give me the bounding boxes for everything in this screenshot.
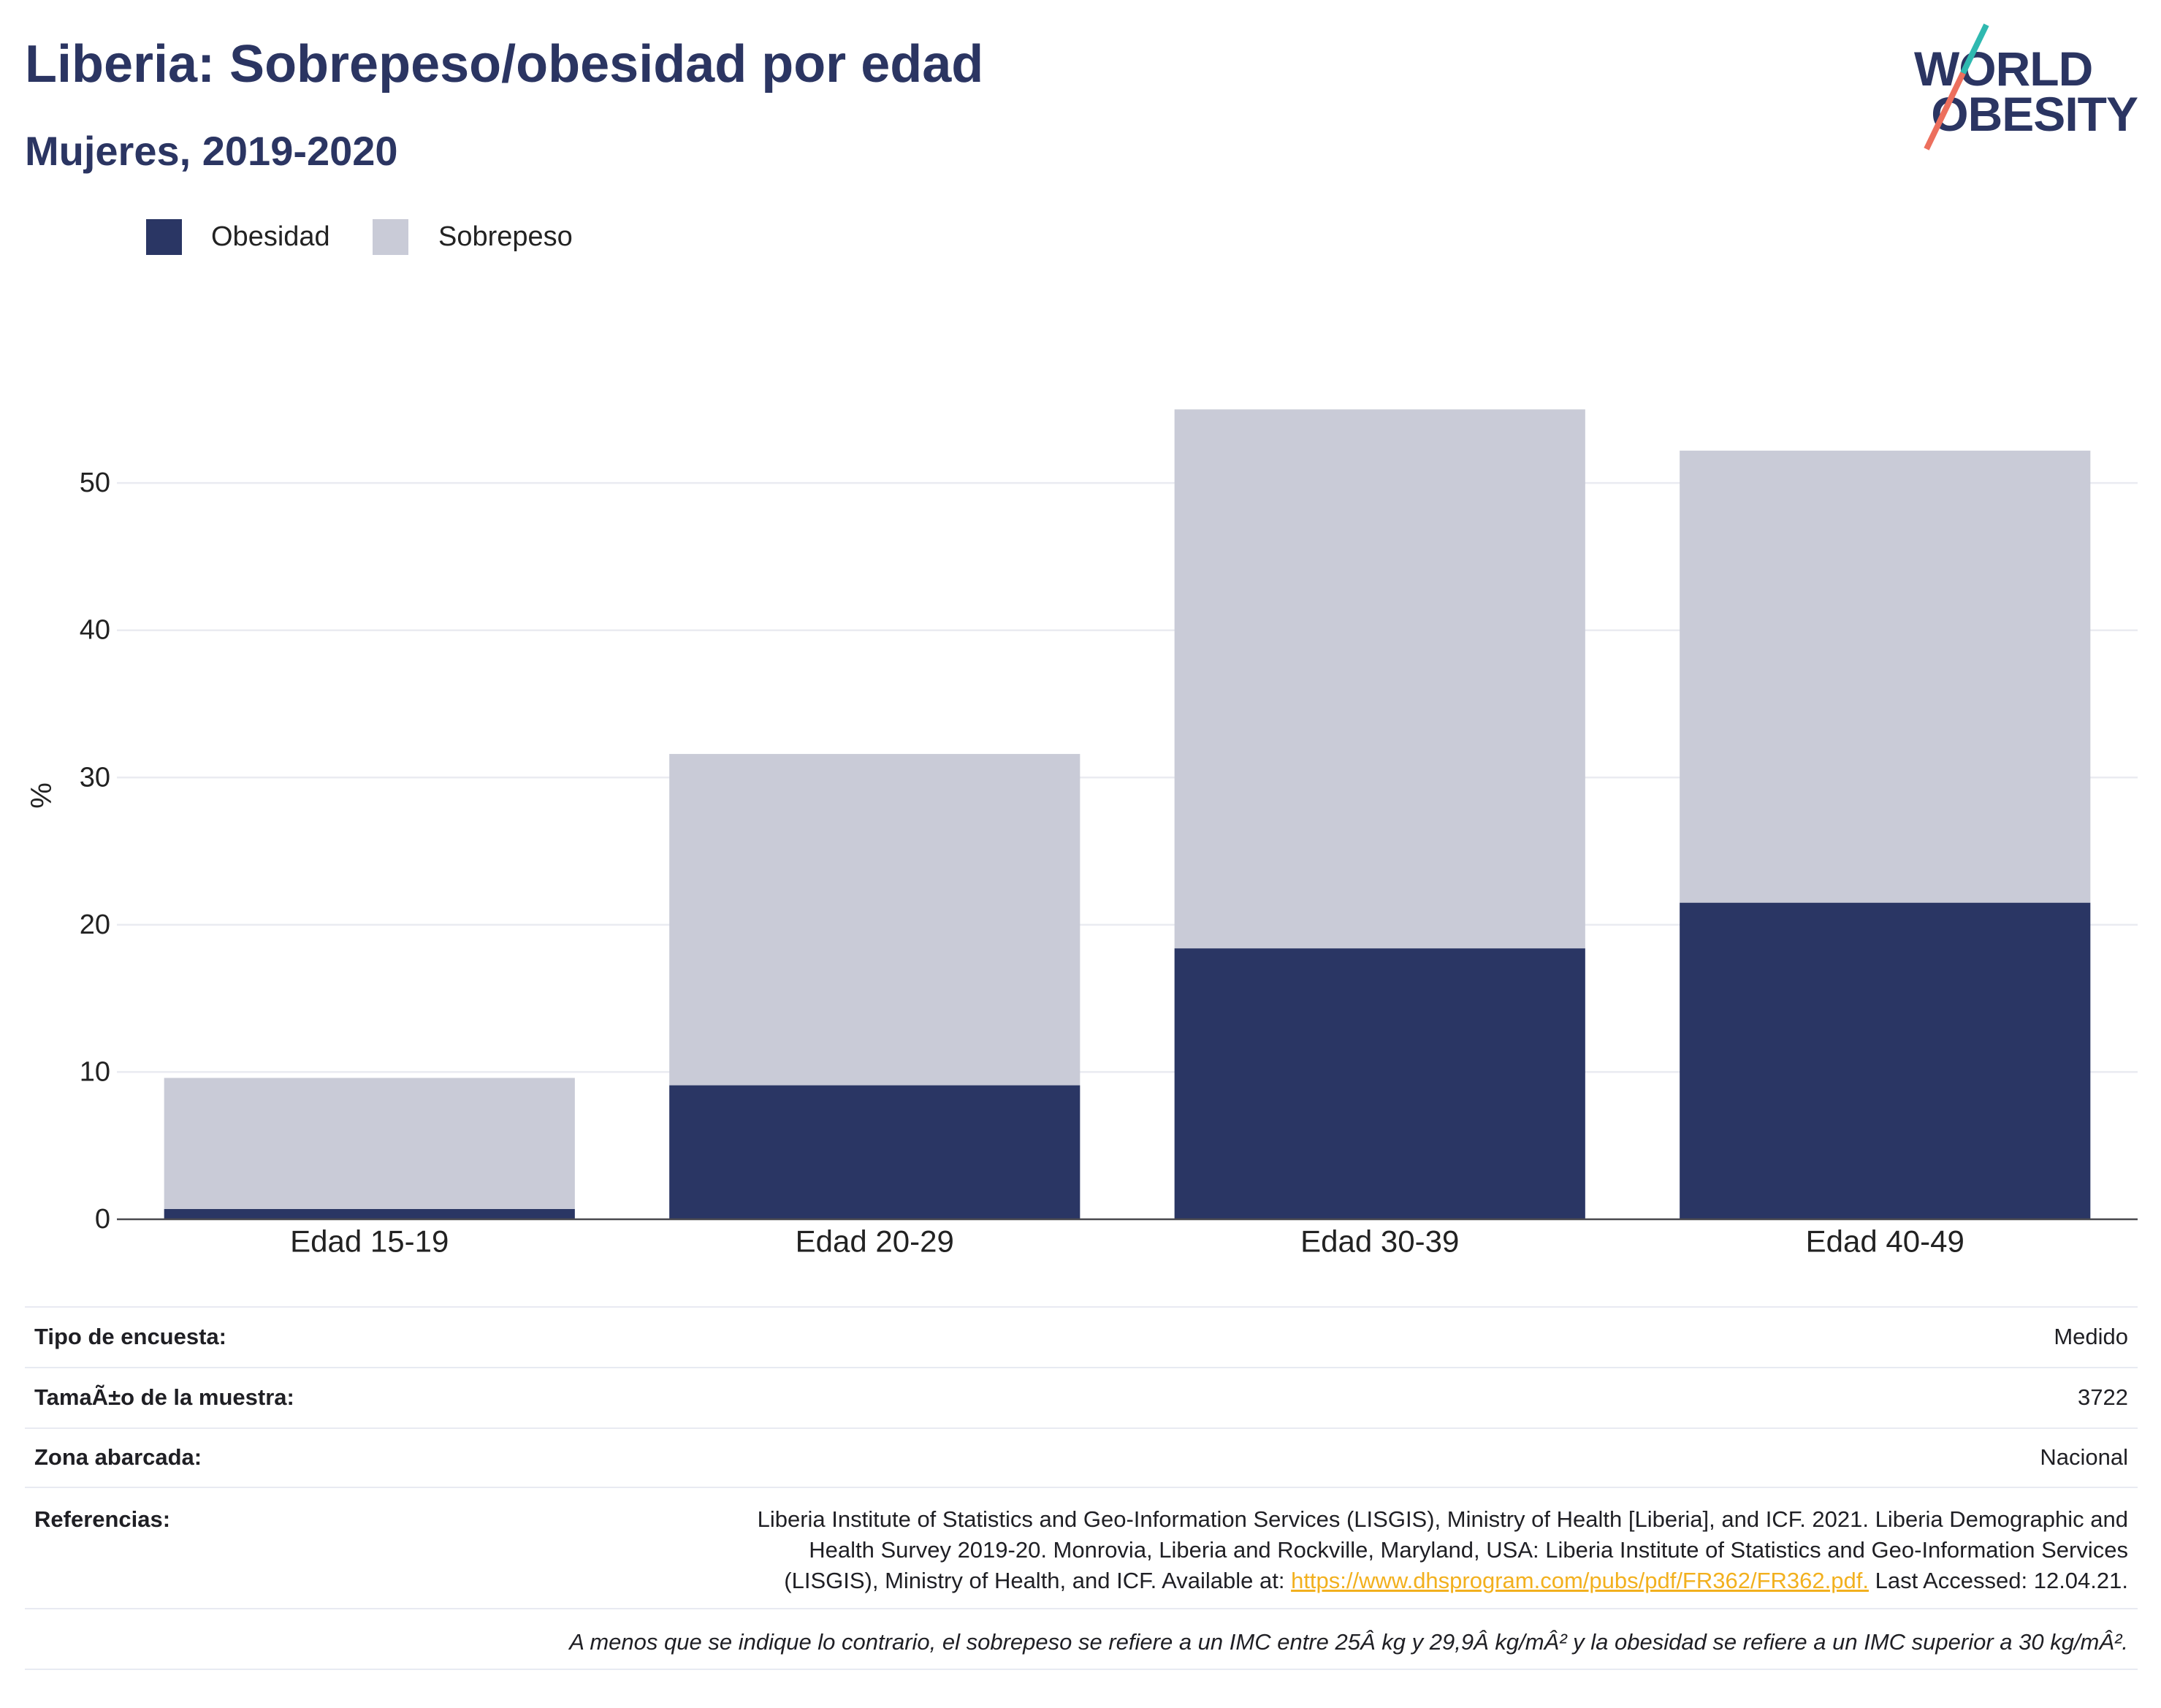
bar-sobrepeso xyxy=(1174,409,1585,949)
sample-size-label: TamaÃ±o de la muestra: xyxy=(34,1384,294,1410)
page-title: Liberia: Sobrepeso/obesidad por edad xyxy=(25,35,984,94)
legend-label-sobrepeso: Sobrepeso xyxy=(438,221,573,252)
logo-slash-bottom xyxy=(1924,72,1966,150)
legend-label-obesidad: Obesidad xyxy=(211,221,330,252)
table-divider xyxy=(25,1427,2138,1429)
bar-obesidad xyxy=(669,1085,1080,1219)
y-tick-label: 50 xyxy=(80,468,110,498)
table-divider xyxy=(25,1306,2138,1308)
y-tick-label: 10 xyxy=(80,1056,110,1087)
logo-text-obesity: OBESITY xyxy=(1931,87,2138,141)
table-divider xyxy=(25,1367,2138,1368)
footnote: A menos que se indique lo contrario, el … xyxy=(569,1629,2128,1655)
y-axis-label: % xyxy=(26,782,58,809)
chart: % 0 10 20 30 40 50 Edad 15-19 Edad 20-29 Edad 30… xyxy=(26,409,2138,1259)
references-line: (LISGIS), Ministry of Health, and ICF. A… xyxy=(758,1566,2128,1596)
bar-sobrepeso xyxy=(1680,450,2091,903)
table-divider xyxy=(25,1608,2138,1609)
logo-slash-top xyxy=(1960,23,1989,75)
bar-obesidad xyxy=(1174,948,1585,1219)
references-label: Referencias: xyxy=(34,1506,171,1532)
x-tick-label: Edad 30-39 xyxy=(1300,1224,1459,1259)
logo-text-world: WORLD xyxy=(1914,42,2093,96)
references-line-prefix: (LISGIS), Ministry of Health, and ICF. A… xyxy=(784,1568,1285,1593)
bar-obesidad xyxy=(1680,902,2091,1219)
legend-swatch-obesidad xyxy=(146,219,182,255)
survey-type-value: Medido xyxy=(2054,1324,2128,1349)
references-line-suffix: Last Accessed: 12.04.21. xyxy=(1875,1568,2128,1593)
table-divider xyxy=(25,1487,2138,1488)
y-tick-label: 40 xyxy=(80,615,110,646)
references-text: Liberia Institute of Statistics and Geo-… xyxy=(758,1504,2128,1596)
legend-swatch-sobrepeso xyxy=(373,219,408,255)
table-divider xyxy=(25,1669,2138,1670)
bar-sobrepeso xyxy=(669,754,1080,1086)
survey-type-label: Tipo de encuesta: xyxy=(34,1324,226,1349)
x-tick-label: Edad 15-19 xyxy=(290,1224,449,1259)
y-tick-label: 30 xyxy=(80,762,110,793)
references-line: Liberia Institute of Statistics and Geo-… xyxy=(757,1506,2128,1532)
x-tick-label: Edad 40-49 xyxy=(1806,1224,1964,1259)
sample-size-value: 3722 xyxy=(2078,1384,2128,1410)
coverage-area-label: Zona abarcada: xyxy=(34,1444,202,1470)
coverage-area-value: Nacional xyxy=(2040,1444,2128,1470)
y-tick-label: 0 xyxy=(95,1204,110,1235)
bar-obesidad xyxy=(164,1208,575,1219)
y-tick-label: 20 xyxy=(80,910,110,940)
page-subtitle: Mujeres, 2019-2020 xyxy=(25,128,398,174)
logo-slash-icon xyxy=(1924,23,1989,150)
references-line: Health Survey 2019-20. Monrovia, Liberia… xyxy=(809,1537,2128,1563)
references-link[interactable]: https://www.dhsprogram.com/pubs/pdf/FR36… xyxy=(1291,1568,1869,1593)
bar-sobrepeso xyxy=(164,1078,575,1209)
x-tick-label: Edad 20-29 xyxy=(796,1224,954,1259)
